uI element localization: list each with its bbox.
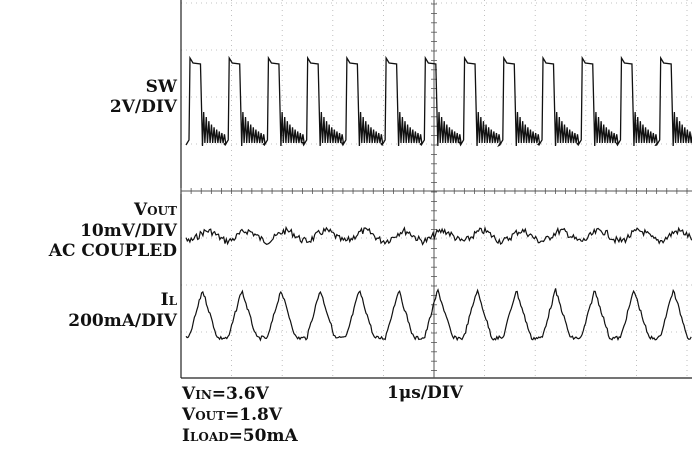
vout-scale: 10mV/DIV [80, 221, 177, 241]
il-trace [185, 288, 692, 342]
scope-traces [185, 55, 692, 342]
condition-vout: VOUT=1.8V [182, 405, 283, 425]
condition-vin: VIN=3.6V [182, 384, 269, 404]
test-conditions: VIN=3.6V VOUT=1.8V ILOAD=50mA [182, 384, 298, 447]
il-scale: 200mA/DIV [68, 311, 177, 331]
vout-trace [185, 225, 692, 246]
channel-vout-label: VOUT 10mV/DIV AC COUPLED [49, 200, 177, 261]
sw-trace [185, 55, 692, 148]
channel-sw-label: SW 2V/DIV [110, 77, 177, 117]
channel-il-label: IL 200mA/DIV [68, 290, 177, 331]
vout-coupling: AC COUPLED [48, 241, 177, 261]
condition-iload: ILOAD=50mA [182, 426, 298, 446]
scope-graticule [180, 0, 692, 379]
il-name: IL [160, 290, 177, 310]
vout-name: VOUT [133, 200, 177, 220]
sw-scale: 2V/DIV [109, 97, 177, 117]
timebase-label: 1μs/DIV [387, 383, 463, 403]
sw-name: SW [145, 77, 177, 97]
